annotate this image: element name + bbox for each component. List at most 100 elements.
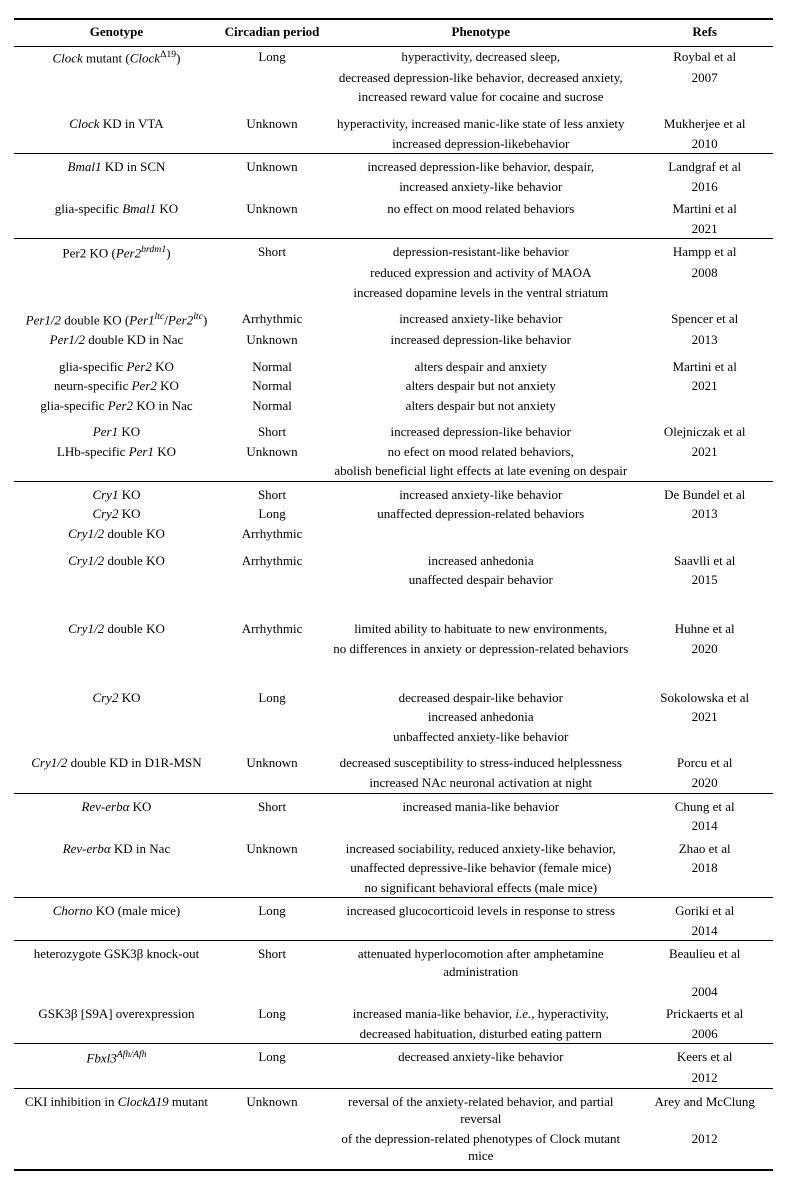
cell-genotype: Rev-erbα KO xyxy=(14,793,219,816)
cell-genotype: GSK3β [S9A] overexpression xyxy=(14,1001,219,1024)
cell-ref: Goriki et al xyxy=(636,898,773,921)
header-phenotype: Phenotype xyxy=(325,19,636,47)
table-row: glia-specific Bmal1 KOUnknownno effect o… xyxy=(14,196,773,219)
header-genotype: Genotype xyxy=(14,19,219,47)
cell-period xyxy=(219,283,325,303)
table-row: decreased habituation, disturbed eating … xyxy=(14,1024,773,1044)
cell-genotype xyxy=(14,816,219,836)
cell-genotype: Per1/2 double KO (Per1ltc/Per2ltc) xyxy=(14,302,219,330)
cell-genotype: glia-specific Bmal1 KO xyxy=(14,196,219,219)
cell-genotype: Per1 KO xyxy=(14,415,219,442)
cell-ref: De Bundel et al xyxy=(636,481,773,504)
cell-phenotype: hyperactivity, increased manic-like stat… xyxy=(325,107,636,134)
cell-ref: Chung et al xyxy=(636,793,773,816)
cell-ref xyxy=(636,524,773,544)
cell-phenotype: decreased susceptibility to stress-induc… xyxy=(325,746,636,773)
cell-phenotype: increased anxiety-like behavior xyxy=(325,177,636,197)
cell-period xyxy=(219,773,325,793)
cell-period xyxy=(219,816,325,836)
cell-ref: Prickaerts et al xyxy=(636,1001,773,1024)
cell-period xyxy=(219,921,325,941)
cell-genotype: Cry1/2 double KD in D1R-MSN xyxy=(14,746,219,773)
cell-phenotype xyxy=(325,816,636,836)
cell-phenotype xyxy=(325,1068,636,1088)
cell-ref: Huhne et al xyxy=(636,616,773,639)
cell-genotype xyxy=(14,727,219,747)
cell-phenotype: no efect on mood related behaviors, xyxy=(325,442,636,462)
cell-phenotype: increased anxiety-like behavior xyxy=(325,481,636,504)
table-row: Bmal1 KD in SCNUnknownincreased depressi… xyxy=(14,154,773,177)
table-row xyxy=(14,590,773,617)
table-row: Fbxl3Afh/AfhLongdecreased anxiety-like b… xyxy=(14,1044,773,1068)
cell-period xyxy=(219,68,325,88)
cell-ref xyxy=(636,461,773,481)
cell-genotype xyxy=(14,1129,219,1170)
cell-genotype xyxy=(14,570,219,590)
cell-genotype xyxy=(14,639,219,659)
cell-genotype: Fbxl3Afh/Afh xyxy=(14,1044,219,1068)
cell-period xyxy=(219,570,325,590)
table-row: Cry1/2 double KD in D1R-MSNUnknowndecrea… xyxy=(14,746,773,773)
cell-genotype: glia-specific Per2 KO xyxy=(14,350,219,377)
cell-period: Unknown xyxy=(219,746,325,773)
table-row: heterozygote GSK3β knock-outShortattenua… xyxy=(14,941,773,982)
cell-period xyxy=(219,219,325,239)
cell-genotype xyxy=(14,283,219,303)
header-refs: Refs xyxy=(636,19,773,47)
cell-phenotype: unaffected depression-related behaviors xyxy=(325,504,636,524)
table-row: Cry2 KOLongdecreased despair-like behavi… xyxy=(14,685,773,708)
cell-ref: 2008 xyxy=(636,263,773,283)
table-row: increased NAc neuronal activation at nig… xyxy=(14,773,773,793)
cell-period: Unknown xyxy=(219,442,325,462)
cell-genotype: Rev-erbα KD in Nac xyxy=(14,836,219,859)
cell-period xyxy=(219,177,325,197)
cell-genotype: neurn-specific Per2 KO xyxy=(14,376,219,396)
cell-period: Normal xyxy=(219,376,325,396)
cell-genotype xyxy=(14,263,219,283)
cell-period xyxy=(219,639,325,659)
cell-ref: Beaulieu et al xyxy=(636,941,773,982)
cell-period: Short xyxy=(219,941,325,982)
table-row: Rev-erbα KOShortincreased mania-like beh… xyxy=(14,793,773,816)
table-row: Chorno KO (male mice)Longincreased gluco… xyxy=(14,898,773,921)
cell-ref: 2014 xyxy=(636,816,773,836)
cell-ref: 2004 xyxy=(636,982,773,1002)
cell-phenotype: increased sociability, reduced anxiety-l… xyxy=(325,836,636,859)
cell-ref: 2021 xyxy=(636,707,773,727)
cell-genotype: Cry1/2 double KO xyxy=(14,524,219,544)
cell-phenotype: unaffected depressive-like behavior (fem… xyxy=(325,858,636,878)
cell-phenotype: increased dopamine levels in the ventral… xyxy=(325,283,636,303)
table-row: 2014 xyxy=(14,921,773,941)
cell-period xyxy=(219,707,325,727)
table-row: decreased depression-like behavior, decr… xyxy=(14,68,773,88)
cell-genotype xyxy=(14,878,219,898)
cell-period xyxy=(219,658,325,685)
table-row: no significant behavioral effects (male … xyxy=(14,878,773,898)
cell-genotype xyxy=(14,707,219,727)
cell-phenotype: increased mania-like behavior, i.e., hyp… xyxy=(325,1001,636,1024)
cell-period: Long xyxy=(219,47,325,68)
cell-phenotype: hyperactivity, decreased sleep, xyxy=(325,47,636,68)
cell-period: Arrhythmic xyxy=(219,616,325,639)
cell-genotype xyxy=(14,590,219,617)
cell-phenotype: decreased depression-like behavior, decr… xyxy=(325,68,636,88)
cell-ref: 2020 xyxy=(636,639,773,659)
table-row: glia-specific Per2 KO in NacNormalalters… xyxy=(14,396,773,416)
cell-genotype xyxy=(14,87,219,107)
cell-phenotype: depression-resistant-like behavior xyxy=(325,239,636,263)
cell-ref xyxy=(636,658,773,685)
cell-phenotype: attenuated hyperlocomotion after ampheta… xyxy=(325,941,636,982)
cell-genotype: Per1/2 double KD in Nac xyxy=(14,330,219,350)
cell-period: Arrhythmic xyxy=(219,544,325,571)
cell-period: Unknown xyxy=(219,154,325,177)
cell-period: Unknown xyxy=(219,330,325,350)
cell-ref xyxy=(636,590,773,617)
cell-genotype xyxy=(14,134,219,154)
cell-phenotype: decreased habituation, disturbed eating … xyxy=(325,1024,636,1044)
table-row: Cry1/2 double KOArrhythmic xyxy=(14,524,773,544)
header-period: Circadian period xyxy=(219,19,325,47)
cell-ref: Arey and McClung xyxy=(636,1088,773,1129)
cell-ref: Olejniczak et al xyxy=(636,415,773,442)
cell-ref: 2013 xyxy=(636,504,773,524)
cell-period: Long xyxy=(219,1001,325,1024)
